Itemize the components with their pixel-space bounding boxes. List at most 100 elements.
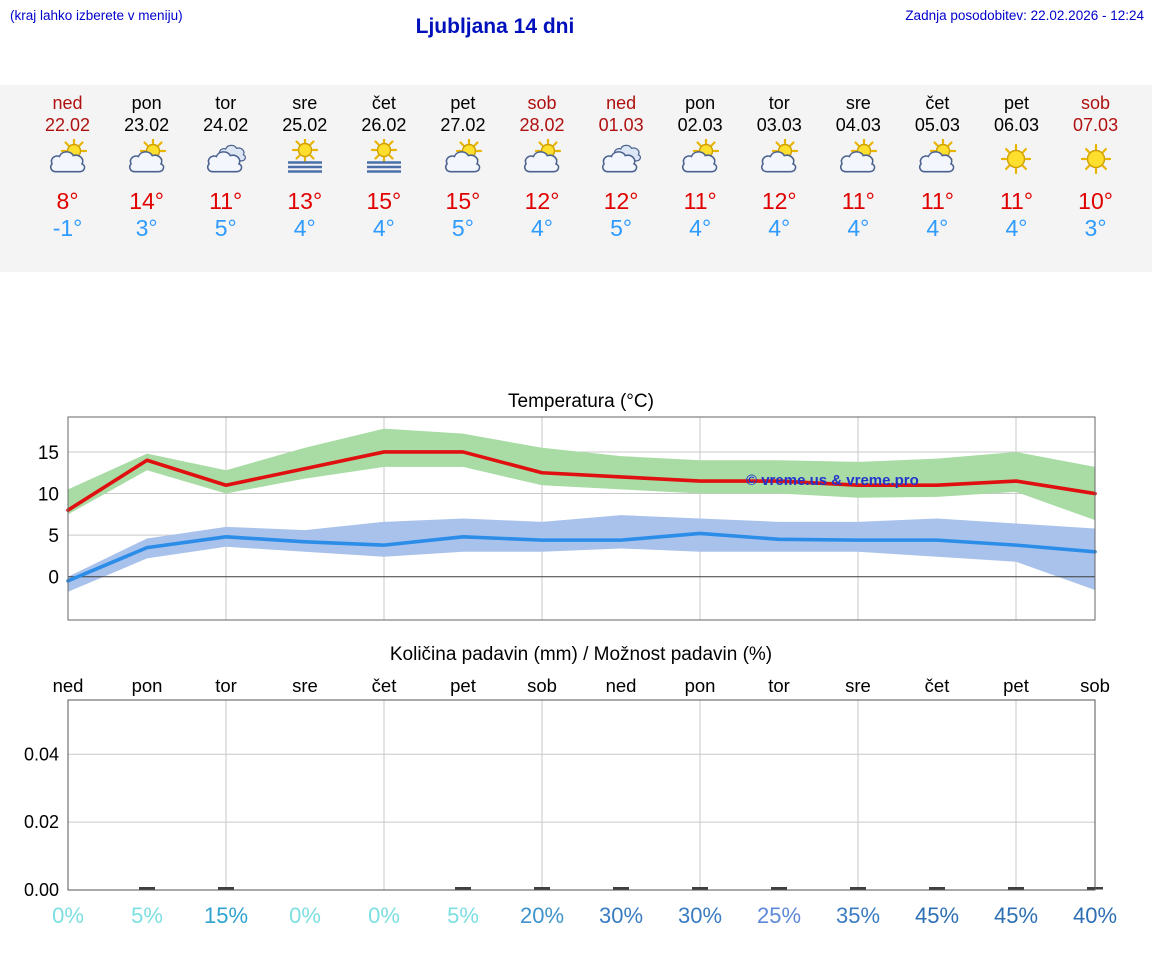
partly-cloudy-icon bbox=[423, 137, 502, 179]
day-low-temp: 4° bbox=[293, 215, 316, 241]
day-date: 23.02 bbox=[124, 115, 170, 135]
forecast-day-column: tor 24.02 11° 5° bbox=[186, 92, 265, 272]
cloudy-icon bbox=[582, 139, 661, 179]
precip-y-tick-label: 0.00 bbox=[24, 880, 59, 898]
day-date: 25.02 bbox=[282, 115, 328, 135]
day-high-temp: 15° bbox=[366, 188, 402, 214]
day-low-temp: 4° bbox=[926, 215, 949, 241]
precip-probability-label: 45% bbox=[914, 903, 960, 928]
forecast-day-column: tor 03.03 12° 4° bbox=[740, 92, 819, 272]
day-date: 03.03 bbox=[756, 115, 802, 135]
last-update-timestamp: Zadnja posodobitev: 22.02.2026 - 12:24 bbox=[905, 8, 1144, 23]
precip-probability-label: 0% bbox=[289, 903, 321, 928]
forecast-strip: ned 22.02 8° -1° pon 23.02 14° 3° tor 24.02 11° 5° s… bbox=[0, 85, 1152, 272]
precip-probability-label: 25% bbox=[756, 903, 802, 928]
precip-day-labels-row: ned pon tor sre čet pet sob ned pon tor sre čet pet s… bbox=[0, 675, 1152, 699]
forecast-day-column: čet 05.03 11° 4° bbox=[898, 92, 977, 272]
day-low-temp: 4° bbox=[531, 215, 553, 241]
day-date: 07.03 bbox=[1073, 115, 1119, 135]
precip-day-label: sob bbox=[527, 675, 557, 696]
precip-day-label: ned bbox=[52, 675, 84, 696]
day-name: ned bbox=[606, 93, 637, 113]
precip-probability-label: 45% bbox=[993, 903, 1039, 928]
day-name: sre bbox=[845, 93, 871, 113]
temp-y-tick-label: 10 bbox=[38, 485, 59, 506]
fog-sun-icon bbox=[344, 136, 423, 179]
fog-sun-icon bbox=[265, 136, 344, 179]
day-low-temp: 4° bbox=[689, 215, 712, 241]
day-name: pet bbox=[1003, 93, 1029, 113]
partly-cloudy-icon bbox=[819, 137, 898, 179]
day-low-temp: 5° bbox=[451, 215, 474, 241]
day-name: sob bbox=[1081, 93, 1111, 113]
day-name: čet bbox=[371, 93, 396, 113]
day-high-temp: 8° bbox=[56, 188, 79, 214]
precip-day-label: tor bbox=[768, 675, 790, 696]
temp-y-tick-label: 15 bbox=[38, 443, 59, 464]
precipitation-chart-title: Količina padavin (mm) / Možnost padavin … bbox=[389, 644, 773, 665]
partly-cloudy-icon bbox=[661, 137, 740, 179]
forecast-day-column: pon 23.02 14° 3° bbox=[107, 92, 186, 272]
forecast-day-column: sob 28.02 12° 4° bbox=[502, 92, 581, 272]
precip-day-label: sob bbox=[1080, 675, 1110, 696]
day-date: 28.02 bbox=[519, 115, 565, 135]
page-title: Ljubljana 14 dni bbox=[415, 15, 575, 38]
day-date: 26.02 bbox=[361, 115, 407, 135]
precip-probability-label: 0% bbox=[368, 903, 400, 928]
sunny-icon bbox=[1056, 139, 1135, 179]
day-name: pon bbox=[685, 93, 716, 113]
precip-day-label: pet bbox=[1003, 675, 1029, 696]
day-low-temp: 4° bbox=[847, 215, 870, 241]
day-high-temp: 12° bbox=[603, 188, 639, 214]
precip-day-label: sre bbox=[845, 675, 871, 696]
precip-day-label: pet bbox=[450, 675, 476, 696]
partly-cloudy-icon bbox=[28, 137, 107, 179]
day-low-temp: 3° bbox=[1084, 215, 1107, 241]
day-name: ned bbox=[52, 93, 83, 113]
day-low-temp: 4° bbox=[1005, 215, 1028, 241]
forecast-day-column: pet 27.02 15° 5° bbox=[423, 92, 502, 272]
day-high-temp: 11° bbox=[920, 188, 954, 214]
precip-day-label: pon bbox=[684, 675, 716, 696]
day-high-temp: 11° bbox=[209, 188, 243, 214]
day-name: pet bbox=[450, 93, 476, 113]
day-high-temp: 11° bbox=[841, 188, 875, 214]
precip-probability-label: 30% bbox=[598, 903, 644, 928]
precip-probability-label: 5% bbox=[447, 903, 479, 928]
precip-probability-label: 30% bbox=[677, 903, 723, 928]
forecast-day-column: sre 04.03 11° 4° bbox=[819, 92, 898, 272]
watermark-link[interactable]: © vreme.us & vreme.pro bbox=[746, 472, 919, 489]
day-name: sob bbox=[527, 93, 557, 113]
day-date: 27.02 bbox=[440, 115, 486, 135]
precip-day-label: čet bbox=[924, 675, 950, 696]
precip-day-label: ned bbox=[605, 675, 637, 696]
day-date: 06.03 bbox=[993, 115, 1039, 135]
forecast-day-column: sob 07.03 10° 3° bbox=[1056, 92, 1135, 272]
day-date: 01.03 bbox=[598, 115, 644, 135]
temp-y-tick-label: 0 bbox=[48, 568, 59, 589]
sunny-icon bbox=[977, 139, 1056, 179]
day-low-temp: 5° bbox=[214, 215, 237, 241]
precip-probability-label: 5% bbox=[131, 903, 163, 928]
precip-day-label: čet bbox=[371, 675, 397, 696]
forecast-day-column: pon 02.03 11° 4° bbox=[661, 92, 740, 272]
forecast-day-column: ned 22.02 8° -1° bbox=[28, 92, 107, 272]
partly-cloudy-icon bbox=[107, 137, 186, 179]
day-low-temp: -1° bbox=[52, 215, 83, 241]
partly-cloudy-icon bbox=[502, 137, 581, 179]
location-hint: (kraj lahko izberete v meniju) bbox=[10, 8, 183, 23]
day-high-temp: 12° bbox=[524, 188, 560, 214]
temp-y-tick-label: 5 bbox=[48, 526, 59, 547]
precip-day-label: tor bbox=[215, 675, 237, 696]
day-high-temp: 11° bbox=[999, 188, 1034, 214]
day-low-temp: 4° bbox=[372, 215, 395, 241]
day-name: pon bbox=[131, 93, 162, 113]
partly-cloudy-icon bbox=[898, 137, 977, 179]
partly-cloudy-icon bbox=[740, 137, 819, 179]
precip-y-tick-label: 0.04 bbox=[24, 744, 59, 764]
precip-probability-label: 20% bbox=[519, 903, 565, 928]
cloudy-icon bbox=[186, 139, 265, 179]
day-date: 24.02 bbox=[203, 115, 249, 135]
day-high-temp: 12° bbox=[761, 188, 797, 214]
